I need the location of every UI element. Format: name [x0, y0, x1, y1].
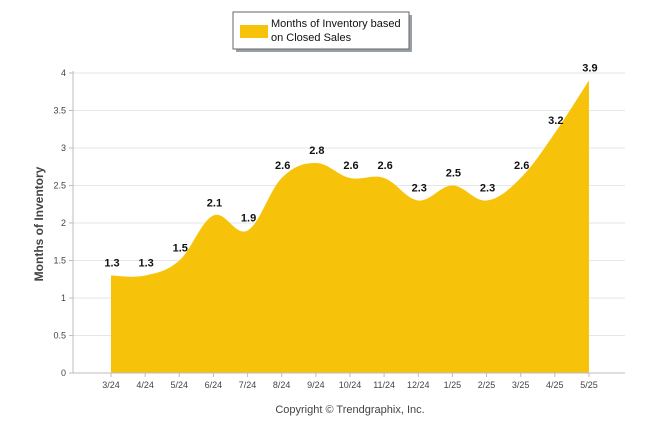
y-tick-label: 0	[61, 368, 66, 378]
x-tick-label: 2/25	[478, 380, 496, 390]
x-tick-label: 9/24	[307, 380, 325, 390]
data-label: 1.3	[104, 258, 119, 270]
y-tick-label: 2	[61, 218, 66, 228]
data-label: 2.1	[207, 198, 222, 210]
legend-swatch	[240, 25, 268, 38]
x-tick-label: 4/25	[546, 380, 564, 390]
y-tick-label: 1	[61, 293, 66, 303]
data-label: 2.3	[412, 183, 427, 195]
y-tick-label: 2.5	[53, 181, 66, 191]
y-tick-labels: 0 0.5 1 1.5 2 2.5 3 3.5 4	[53, 68, 66, 378]
x-tick-label: 6/24	[205, 380, 223, 390]
x-tick-label: 8/24	[273, 380, 291, 390]
data-label: 1.3	[138, 258, 153, 270]
data-label: 2.6	[343, 160, 358, 172]
series-area	[111, 81, 589, 374]
x-tick-labels: 3/24 4/24 5/24 6/24 7/24 8/24 9/24 10/24 11/24 12…	[102, 373, 597, 390]
legend: Months of Inventory based on Closed Sale…	[233, 12, 412, 52]
x-tick-label: 11/24	[373, 380, 395, 390]
y-tick-label: 0.5	[53, 331, 66, 341]
x-tick-label: 12/24	[407, 380, 430, 390]
data-label: 2.6	[514, 160, 529, 172]
y-tick-label: 3.5	[53, 106, 66, 116]
copyright-footer: Copyright © Trendgraphix, Inc.	[275, 404, 424, 416]
x-tick-label: 1/25	[444, 380, 462, 390]
x-tick-label: 5/25	[580, 380, 598, 390]
area-series	[111, 80, 589, 373]
data-label: 1.5	[173, 243, 188, 255]
y-axis-title: Months of Inventory	[32, 166, 46, 281]
data-label: 1.9	[241, 213, 256, 225]
data-label: 3.9	[582, 63, 597, 75]
data-label: 2.6	[275, 160, 290, 172]
data-label: 2.5	[446, 168, 461, 180]
y-tick-label: 4	[61, 68, 66, 78]
x-tick-label: 10/24	[339, 380, 362, 390]
legend-label-line2: on Closed Sales	[271, 32, 352, 44]
x-tick-label: 3/25	[512, 380, 530, 390]
x-tick-label: 5/24	[171, 380, 189, 390]
y-tick-label: 1.5	[53, 256, 66, 266]
data-label: 3.2	[548, 115, 563, 127]
data-label: 2.8	[309, 145, 324, 157]
data-label: 2.3	[480, 183, 495, 195]
x-tick-label: 4/24	[136, 380, 154, 390]
y-tick-label: 3	[61, 143, 66, 153]
x-tick-label: 3/24	[102, 380, 120, 390]
x-tick-label: 7/24	[239, 380, 257, 390]
legend-label-line1: Months of Inventory based	[271, 18, 401, 30]
data-label: 2.6	[377, 160, 392, 172]
